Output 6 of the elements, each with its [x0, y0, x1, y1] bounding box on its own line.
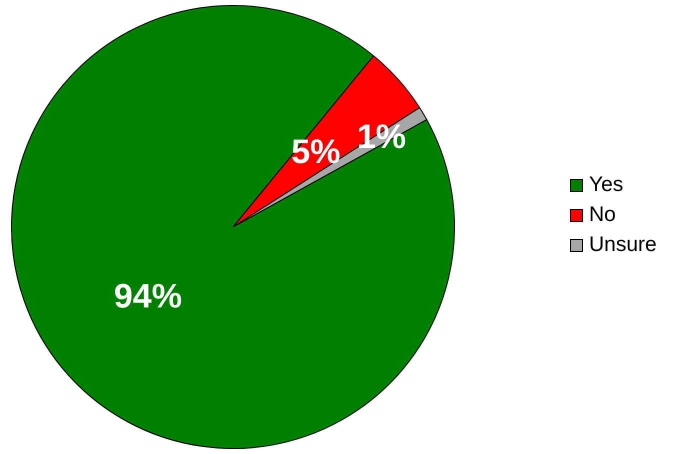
data-label: 5%	[291, 132, 340, 171]
legend-label: No	[588, 202, 617, 228]
legend-label: Unsure	[588, 232, 657, 258]
data-label: 94%	[114, 277, 182, 316]
legend-label: Yes	[588, 172, 624, 198]
data-label: 1%	[356, 118, 406, 156]
